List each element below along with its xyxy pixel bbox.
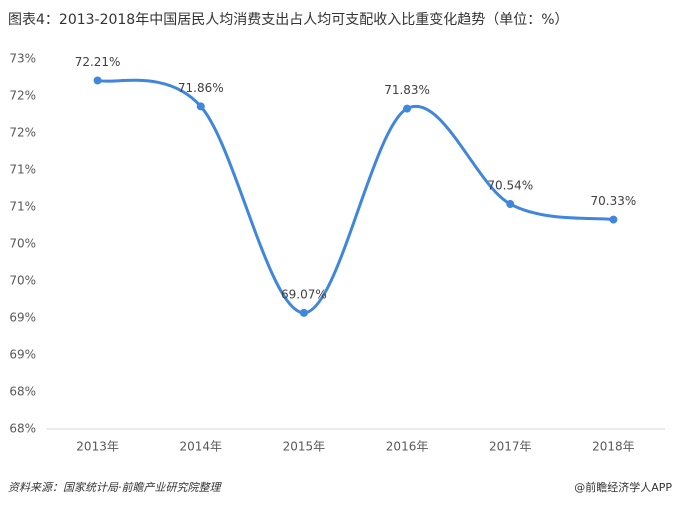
point xyxy=(506,200,515,209)
data-label: 71.86% xyxy=(178,81,224,95)
y-tick-label: 70% xyxy=(9,274,36,288)
x-tick-label: 2014年 xyxy=(179,440,222,454)
y-tick-label: 69% xyxy=(9,311,36,325)
y-tick-label: 71% xyxy=(9,200,36,214)
y-tick-label: 73% xyxy=(9,52,36,66)
source-note: 资料来源：国家统计局·前瞻产业研究院整理 xyxy=(8,481,222,494)
data-label: 71.83% xyxy=(384,83,430,97)
y-tick-label: 69% xyxy=(9,348,36,362)
y-tick-label: 68% xyxy=(9,385,36,399)
y-tick-label: 72% xyxy=(9,126,36,140)
x-tick-label: 2018年 xyxy=(592,440,635,454)
x-tick-label: 2013年 xyxy=(76,440,119,454)
y-tick-label: 70% xyxy=(9,237,36,251)
y-tick-label: 72% xyxy=(9,89,36,103)
point xyxy=(403,104,412,113)
line xyxy=(97,78,614,315)
data-label: 70.33% xyxy=(591,194,637,208)
point xyxy=(609,215,618,224)
y-tick-label: 71% xyxy=(9,163,36,177)
y-tick-label: 68% xyxy=(9,422,36,436)
point xyxy=(196,102,205,111)
data-label: 72.21% xyxy=(75,55,121,69)
x-tick-label: 2016年 xyxy=(386,440,429,454)
point xyxy=(93,76,102,85)
point xyxy=(299,308,308,317)
brand: @前瞻经济学人APP xyxy=(574,480,672,494)
data-label: 70.54% xyxy=(487,179,533,193)
chart-title: 图表4：2013-2018年中国居民人均消费支出占人均可支配收入比重变化趋势（单… xyxy=(8,12,569,28)
data-label: 69.07% xyxy=(281,287,327,301)
x-tick-label: 2017年 xyxy=(489,440,532,454)
x-tick-label: 2015年 xyxy=(283,440,326,454)
